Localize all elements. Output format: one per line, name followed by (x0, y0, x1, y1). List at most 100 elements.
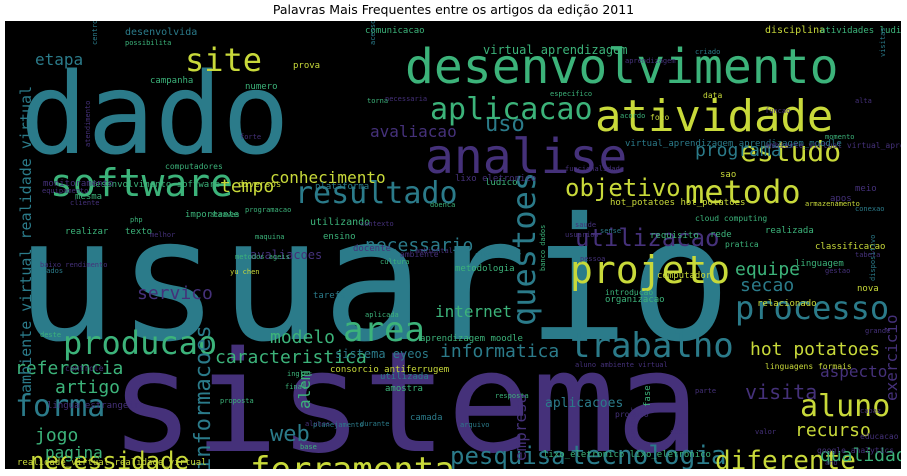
word-cloud-term: importante (185, 210, 239, 220)
word-cloud-term: acesso (369, 21, 377, 45)
word-cloud-term: desenvolvida (125, 27, 197, 38)
word-cloud-term: relacionado (757, 299, 817, 309)
word-cloud-term: amostra (385, 384, 423, 394)
word-cloud-term: software (50, 161, 233, 205)
word-cloud-term: resultado (295, 176, 458, 211)
word-cloud-term: utilizando (310, 217, 370, 228)
word-cloud-term: pagina (45, 443, 103, 462)
word-cloud-term: linguagem (795, 259, 844, 269)
word-cloud-term: aplicada (365, 311, 399, 319)
word-cloud-term: arquivo (460, 421, 490, 429)
word-cloud-term: atividades ludicas (820, 26, 901, 36)
word-cloud-term: equipe (735, 259, 800, 280)
word-cloud-term: mesma (75, 192, 102, 202)
word-cloud-canvas: usuario sistema dado desenvolvimento ativida… (5, 21, 901, 469)
word-cloud-term: visita (745, 380, 817, 404)
word-cloud-term: melhor (150, 231, 175, 239)
word-cloud-term: pratica (725, 240, 759, 249)
word-cloud-term: jogo (35, 425, 78, 446)
word-cloud-term: avaliacao (370, 122, 457, 141)
word-cloud-term: servico (137, 283, 213, 304)
word-cloud-term: atividade (595, 91, 833, 142)
word-cloud-term: contexto (360, 220, 394, 228)
word-cloud-term: linguagens formais (765, 362, 852, 371)
word-cloud-term: modelo (270, 327, 335, 348)
word-cloud-term: conhecimento (270, 168, 386, 187)
word-cloud-term: resposta (495, 392, 529, 400)
word-cloud-term: alta (855, 97, 872, 105)
word-cloud-term: atendimento (84, 101, 92, 147)
word-cloud-term: ambiente (400, 250, 439, 259)
word-cloud-term: aluno (800, 389, 890, 424)
word-cloud-term: ludico (485, 178, 518, 188)
word-cloud-term: disciplina (765, 25, 825, 36)
word-cloud-term: numero (245, 82, 278, 92)
word-cloud-term: empresa (511, 394, 530, 461)
word-cloud-term: tarefa (313, 291, 346, 301)
word-cloud-term: momento (825, 133, 855, 141)
word-cloud-term: exercicio (882, 314, 901, 401)
word-cloud-term: municipio (265, 468, 303, 469)
word-cloud-term: torna (367, 97, 388, 105)
word-cloud-term: durante (360, 420, 390, 428)
word-cloud-term: aspecto (820, 362, 887, 381)
word-cloud-term: alunos (305, 420, 330, 428)
word-cloud-term: aluno ambiente virtual (575, 361, 668, 369)
word-cloud-term: capaz (860, 407, 881, 415)
word-cloud-term: qualquer (629, 407, 637, 441)
word-cloud-term: desenvolvimento (405, 39, 838, 95)
word-cloud-term: sistema eyeos (335, 347, 429, 361)
word-cloud-term: apos (830, 194, 852, 204)
word-cloud-term: sistema (110, 322, 700, 469)
word-cloud-term: cloud computing (695, 214, 767, 223)
word-cloud-term: monitoramento (43, 179, 113, 189)
word-cloud-term: funcao (765, 107, 790, 115)
word-cloud-term: metodologia (455, 264, 515, 274)
word-cloud-term: avaliacoes (250, 248, 322, 262)
word-cloud-term: programa (695, 140, 782, 161)
word-cloud-term: alem (295, 370, 314, 409)
word-cloud-term: funcionalidade (565, 165, 624, 173)
word-cloud-term: campanha (150, 76, 193, 86)
word-cloud-term: possibilita (125, 39, 171, 47)
word-cloud-term: utilizada (380, 372, 429, 382)
word-cloud-term: doenca (430, 201, 455, 209)
word-cloud-term: utilizacao (575, 224, 720, 252)
word-cloud-term: tabela (855, 251, 880, 259)
word-cloud-term: necessaria (385, 95, 427, 103)
word-cloud-term: lixo_eletronico lixo_eletronico (543, 450, 711, 460)
word-cloud-term: diversos (238, 180, 281, 190)
word-cloud-term: equipamento (42, 187, 88, 195)
word-cloud-term: recurso (795, 420, 871, 441)
word-cloud-term: visitas (879, 27, 887, 57)
word-cloud-term: sense (600, 227, 621, 235)
word-cloud-term: atraves (210, 211, 240, 219)
word-cloud-term: ensino (323, 232, 356, 242)
word-cloud-term: hot potatoes (750, 339, 880, 360)
word-cloud-term: realidade_virtual realidade_virtual (17, 458, 207, 468)
word-cloud-term: objetivo (565, 174, 681, 202)
word-cloud-term: aplicacoes (545, 396, 623, 411)
word-cloud-term: grande (865, 327, 890, 335)
word-cloud-term: texto (125, 227, 152, 237)
word-cloud-term: internet (435, 302, 512, 321)
word-cloud-term: meio (855, 184, 877, 194)
word-cloud-term: rede (710, 230, 732, 240)
word-cloud-term: secao (740, 275, 794, 296)
word-cloud-term: planejamento (313, 421, 364, 429)
word-cloud-term: diversas (475, 251, 509, 259)
word-cloud-term: cliente (70, 199, 100, 207)
word-cloud-term: camada (410, 413, 443, 423)
word-cloud-term: dados (42, 267, 63, 275)
word-cloud-term: controle (65, 364, 104, 373)
word-cloud-term: maquina (255, 233, 285, 241)
word-cloud-term: base (300, 443, 317, 451)
word-cloud-term: educacao (860, 432, 899, 441)
word-cloud-term: ambiental (415, 247, 453, 255)
word-cloud-term: trabalho (570, 326, 734, 366)
word-cloud-term: computadores (165, 162, 223, 171)
word-cloud-term: area (343, 310, 425, 350)
word-cloud-term: criado (695, 48, 720, 56)
word-cloud-term: yu chen (230, 268, 260, 276)
word-cloud-term: lixo eletronico (455, 174, 536, 184)
